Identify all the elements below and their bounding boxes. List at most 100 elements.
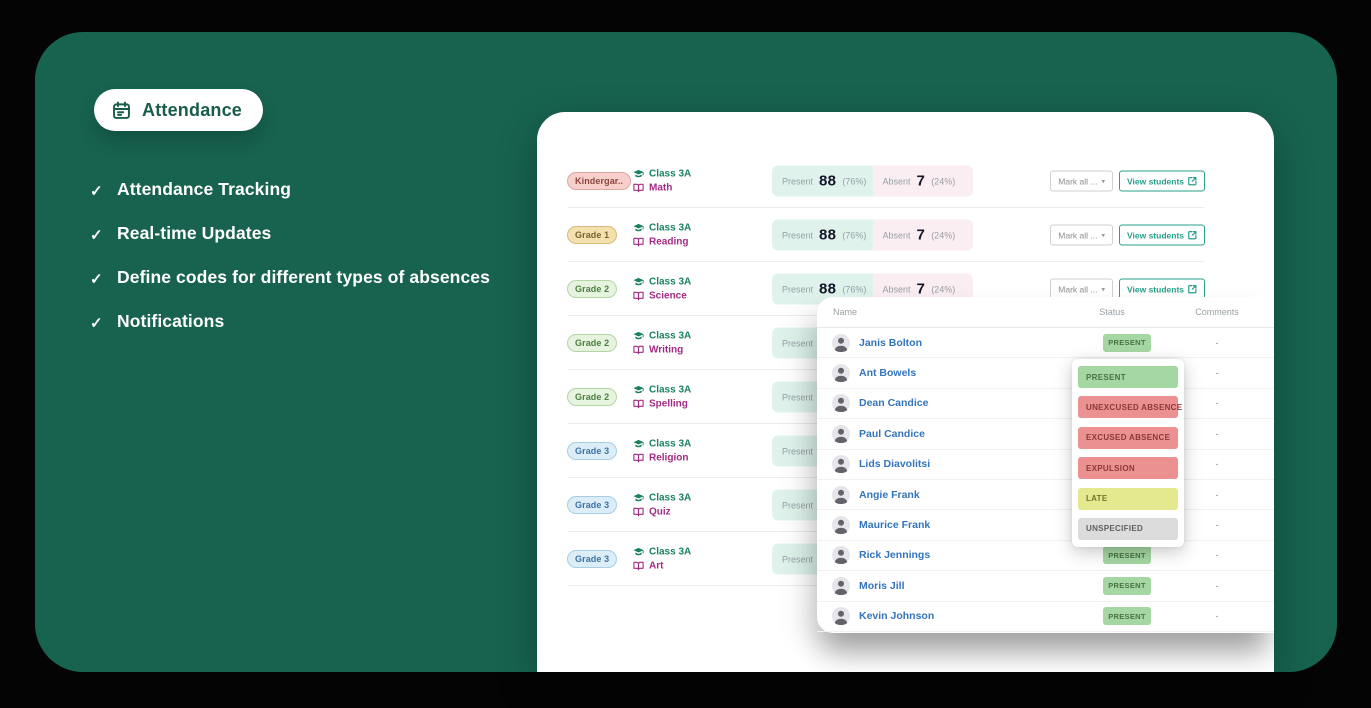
comment-cell: - xyxy=(1215,337,1219,348)
row-actions: Mark all ... ▾ View students xyxy=(1050,170,1205,192)
class-info: Class 3A Religion xyxy=(633,439,691,464)
student-row: Paul Candice - xyxy=(817,419,1274,450)
comment-cell: - xyxy=(1215,520,1219,531)
attendance-pill-label: Attendance xyxy=(142,99,243,120)
student-name[interactable]: Dean Candice xyxy=(859,397,929,410)
class-row: Grade 2 Class 3A Science Present 88 (76%… xyxy=(537,262,1274,316)
student-name[interactable]: Kevin Johnson xyxy=(859,610,935,623)
feature-item: ✓ Real-time Updates xyxy=(90,211,550,255)
present-pct: (76%) xyxy=(842,176,867,186)
class-name: Class 3A xyxy=(649,168,692,180)
status-option[interactable]: EXCUSED ABSENCE xyxy=(1078,426,1178,449)
view-students-label: View students xyxy=(1127,176,1184,186)
present-label: Present xyxy=(782,500,814,510)
book-icon xyxy=(633,291,644,301)
view-students-label: View students xyxy=(1127,284,1184,294)
student-row: Lids Diavolitsi - xyxy=(817,450,1274,480)
status-badge[interactable]: PRESENT xyxy=(1103,333,1151,352)
comment-cell: - xyxy=(1215,550,1219,561)
feature-label: Notifications xyxy=(117,310,225,331)
row-actions: Mark all ... ▾ View students xyxy=(1050,278,1205,300)
present-count: 88 xyxy=(819,280,837,298)
class-info: Class 3A Quiz xyxy=(633,493,691,518)
grade-badge: Kindergar.. xyxy=(567,172,632,190)
feature-item: ✓ Attendance Tracking xyxy=(90,167,550,211)
subject-name: Reading xyxy=(649,236,689,248)
absent-label: Absent xyxy=(882,230,911,240)
avatar-icon xyxy=(832,394,850,413)
class-info: Class 3A Writing xyxy=(633,331,691,356)
subject-name: Quiz xyxy=(649,506,671,518)
absent-label: Absent xyxy=(882,284,911,294)
present-label: Present xyxy=(782,176,814,186)
present-stat: Present 88 (76%) xyxy=(772,219,873,251)
column-header-name: Name xyxy=(833,307,858,317)
class-info: Class 3A Math xyxy=(633,169,691,194)
grade-badge: Grade 1 xyxy=(567,226,618,244)
view-students-button[interactable]: View students xyxy=(1119,170,1205,192)
attendance-app-card: Kindergar.. Class 3A Math Present 88 (76… xyxy=(537,112,1274,672)
mark-all-dropdown-button[interactable]: Mark all ... ▾ xyxy=(1050,170,1113,192)
grade-badge: Grade 2 xyxy=(567,334,618,352)
status-badge[interactable]: PRESENT xyxy=(1103,607,1151,626)
mark-all-label: Mark all ... xyxy=(1058,230,1098,240)
subject-name: Religion xyxy=(649,452,689,464)
comment-cell: - xyxy=(1215,611,1219,622)
book-icon xyxy=(633,183,644,193)
absent-pct: (24%) xyxy=(931,176,956,186)
present-pct: (76%) xyxy=(842,230,867,240)
absent-label: Absent xyxy=(882,176,911,186)
status-option[interactable]: UNEXCUSED ABSENCE xyxy=(1078,396,1182,419)
student-name[interactable]: Paul Candice xyxy=(859,427,925,440)
feature-label: Real-time Updates xyxy=(117,222,272,243)
student-name[interactable]: Moris Jill xyxy=(859,579,905,592)
class-name: Class 3A xyxy=(649,330,692,342)
present-pct: (76%) xyxy=(842,284,867,294)
avatar-icon xyxy=(832,546,850,565)
comment-cell: - xyxy=(1215,368,1219,379)
absent-count: 7 xyxy=(916,172,926,190)
status-badge[interactable]: PRESENT xyxy=(1103,546,1151,565)
attendance-feature-pill[interactable]: Attendance xyxy=(94,89,264,131)
student-name[interactable]: Maurice Frank xyxy=(859,519,931,532)
student-name[interactable]: Janis Bolton xyxy=(859,336,923,349)
student-name[interactable]: Angie Frank xyxy=(859,488,920,501)
class-name: Class 3A xyxy=(649,492,692,504)
graduation-cap-icon xyxy=(633,277,644,286)
student-row: Angie Frank - xyxy=(817,480,1274,511)
grade-badge: Grade 3 xyxy=(567,442,618,460)
present-stat: Present 88 (76%) xyxy=(772,165,873,197)
mark-all-dropdown-button[interactable]: Mark all ... ▾ xyxy=(1050,224,1113,246)
status-option[interactable]: EXPULSION xyxy=(1078,457,1178,480)
check-icon: ✓ xyxy=(90,227,103,244)
view-students-button[interactable]: View students xyxy=(1119,224,1205,246)
student-name[interactable]: Ant Bowels xyxy=(859,367,917,380)
status-option[interactable]: PRESENT xyxy=(1078,366,1178,388)
present-label: Present xyxy=(782,554,814,564)
absent-count: 7 xyxy=(916,226,926,244)
class-row: Kindergar.. Class 3A Math Present 88 (76… xyxy=(537,154,1274,208)
graduation-cap-icon xyxy=(633,547,644,556)
attendance-stats: Present 88 (76%) Absent 7 (24%) xyxy=(772,219,973,251)
graduation-cap-icon xyxy=(633,385,644,394)
graduation-cap-icon xyxy=(633,223,644,232)
absent-stat: Absent 7 (24%) xyxy=(872,165,973,197)
status-option[interactable]: UNSPECIFIED xyxy=(1078,517,1178,540)
status-option[interactable]: LATE xyxy=(1078,487,1178,510)
class-name: Class 3A xyxy=(649,384,692,396)
caret-down-icon: ▾ xyxy=(1101,286,1105,293)
caret-down-icon: ▾ xyxy=(1101,232,1105,239)
check-icon: ✓ xyxy=(90,271,103,288)
external-link-icon xyxy=(1188,177,1197,186)
feature-label: Define codes for different types of abse… xyxy=(117,266,490,287)
student-name[interactable]: Lids Diavolitsi xyxy=(859,458,931,471)
student-name[interactable]: Rick Jennings xyxy=(859,549,931,562)
status-badge[interactable]: PRESENT xyxy=(1103,576,1151,595)
student-list-panel: Name Status Comments Janis Bolton PRESEN… xyxy=(817,297,1274,633)
check-icon: ✓ xyxy=(90,183,103,200)
mark-all-dropdown-button[interactable]: Mark all ... ▾ xyxy=(1050,278,1113,300)
comment-cell: - xyxy=(1215,459,1219,470)
graduation-cap-icon xyxy=(633,439,644,448)
grade-badge: Grade 3 xyxy=(567,550,618,568)
status-dropdown: PRESENT UNEXCUSED ABSENCE EXCUSED ABSENC… xyxy=(1072,359,1184,547)
